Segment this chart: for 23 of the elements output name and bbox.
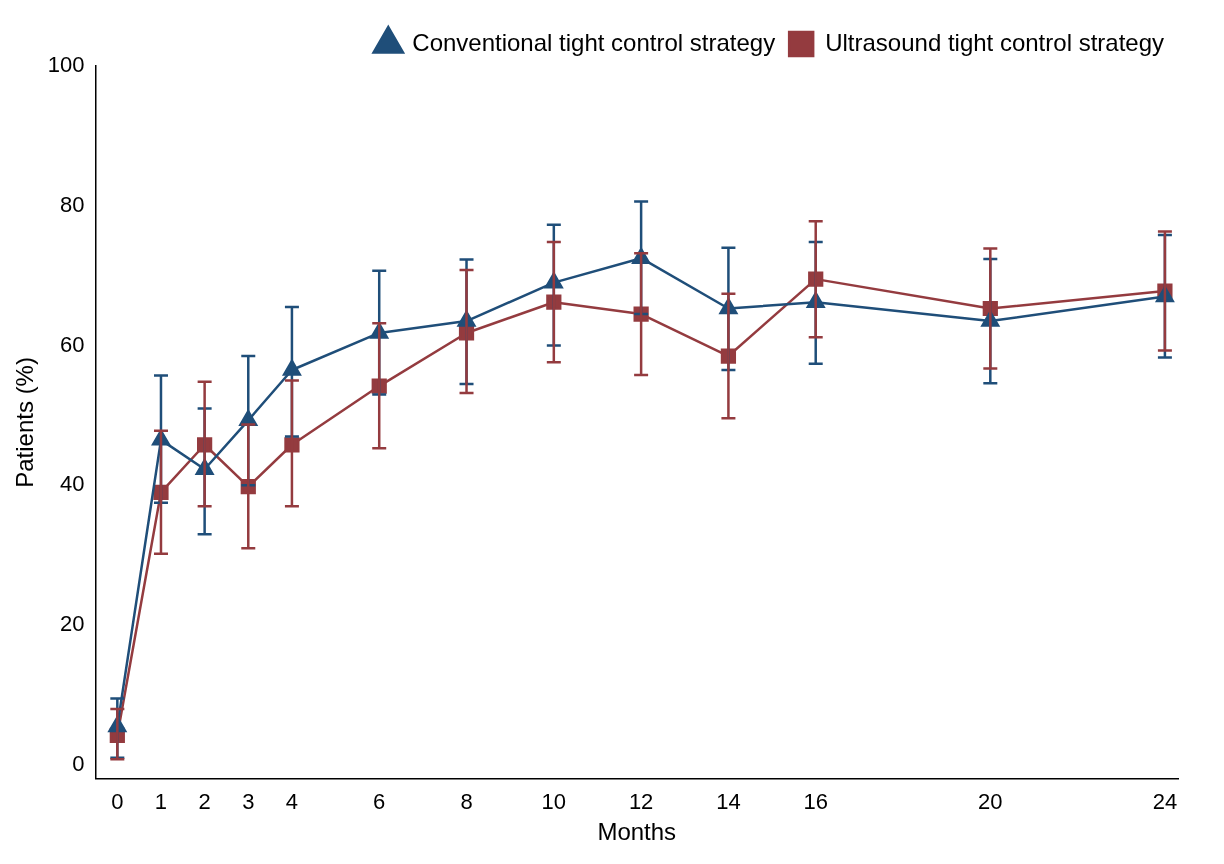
x-tick-label: 0 — [111, 789, 124, 815]
y-tick-label: 80 — [60, 191, 85, 217]
x-tick-label: 20 — [978, 789, 1003, 815]
x-tick-label: 4 — [285, 789, 299, 815]
x-tick-label: 3 — [242, 789, 255, 815]
x-tick-label: 10 — [541, 789, 567, 815]
y-tick-label: 100 — [47, 52, 85, 78]
x-tick-label: 14 — [716, 789, 741, 815]
x-tick-label: 6 — [373, 789, 386, 815]
y-tick-label: 60 — [60, 331, 85, 357]
y-axis-title: Patients (%) — [11, 357, 39, 488]
x-tick-label: 8 — [460, 789, 473, 815]
x-axis-title: Months — [597, 818, 677, 846]
x-tick-label: 2 — [198, 789, 211, 815]
x-tick-label: 24 — [1152, 789, 1178, 815]
x-tick-label: 16 — [803, 789, 828, 815]
x-tick-label: 12 — [628, 789, 654, 815]
y-tick-label: 40 — [60, 471, 85, 497]
x-tick-label: 1 — [154, 789, 168, 815]
y-tick-label: 20 — [60, 611, 85, 637]
legend-label: Conventional tight control strategy — [412, 28, 776, 56]
y-tick-label: 0 — [72, 750, 85, 776]
legend-label: Ultrasound tight control strategy — [825, 28, 1165, 56]
